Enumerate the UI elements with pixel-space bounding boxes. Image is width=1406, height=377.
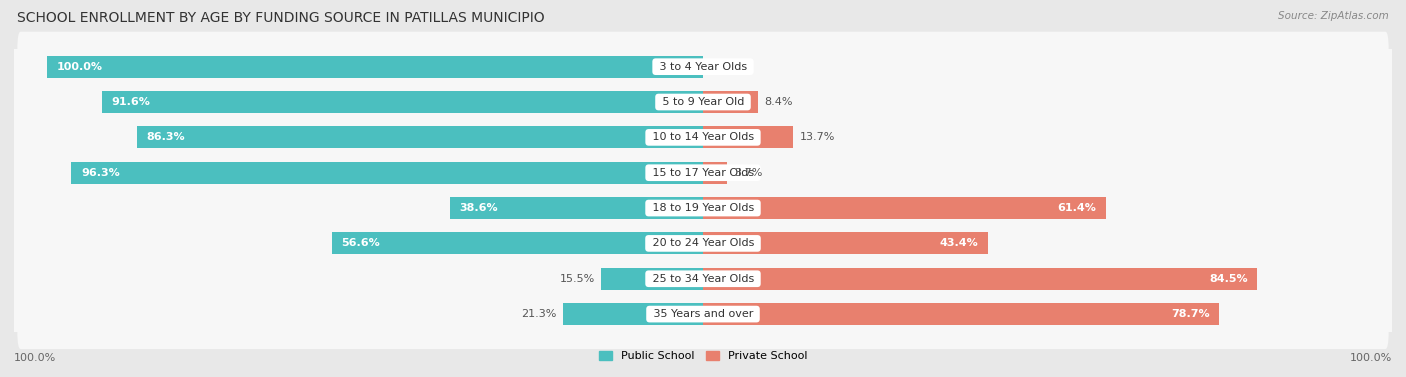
FancyBboxPatch shape bbox=[17, 103, 1389, 172]
Text: 61.4%: 61.4% bbox=[1057, 203, 1097, 213]
Bar bbox=[46, 56, 703, 78]
Text: 43.4%: 43.4% bbox=[939, 238, 979, 248]
Text: 5 to 9 Year Old: 5 to 9 Year Old bbox=[658, 97, 748, 107]
Bar bbox=[602, 268, 703, 290]
Text: 13.7%: 13.7% bbox=[800, 132, 835, 143]
FancyBboxPatch shape bbox=[17, 138, 1389, 208]
Text: SCHOOL ENROLLMENT BY AGE BY FUNDING SOURCE IN PATILLAS MUNICIPIO: SCHOOL ENROLLMENT BY AGE BY FUNDING SOUR… bbox=[17, 11, 544, 25]
Text: 3 to 4 Year Olds: 3 to 4 Year Olds bbox=[655, 62, 751, 72]
Text: 8.4%: 8.4% bbox=[765, 97, 793, 107]
Text: 100.0%: 100.0% bbox=[56, 62, 103, 72]
Text: Source: ZipAtlas.com: Source: ZipAtlas.com bbox=[1278, 11, 1389, 21]
FancyBboxPatch shape bbox=[7, 103, 1399, 242]
Text: 18 to 19 Year Olds: 18 to 19 Year Olds bbox=[648, 203, 758, 213]
FancyBboxPatch shape bbox=[17, 208, 1389, 278]
Bar bbox=[72, 162, 703, 184]
FancyBboxPatch shape bbox=[7, 68, 1399, 207]
Bar bbox=[103, 91, 703, 113]
Text: 96.3%: 96.3% bbox=[82, 168, 120, 178]
FancyBboxPatch shape bbox=[7, 138, 1399, 278]
Bar bbox=[564, 303, 703, 325]
FancyBboxPatch shape bbox=[7, 174, 1399, 313]
Text: 84.5%: 84.5% bbox=[1209, 274, 1247, 284]
Bar bbox=[703, 162, 727, 184]
Bar bbox=[332, 233, 703, 254]
Text: 15.5%: 15.5% bbox=[560, 274, 595, 284]
Bar bbox=[703, 91, 758, 113]
Text: 91.6%: 91.6% bbox=[112, 97, 150, 107]
Text: 86.3%: 86.3% bbox=[146, 132, 186, 143]
Bar bbox=[703, 126, 793, 148]
FancyBboxPatch shape bbox=[7, 0, 1399, 136]
Text: 15 to 17 Year Olds: 15 to 17 Year Olds bbox=[648, 168, 758, 178]
Legend: Public School, Private School: Public School, Private School bbox=[595, 346, 811, 366]
Text: 100.0%: 100.0% bbox=[1350, 353, 1392, 363]
Text: 25 to 34 Year Olds: 25 to 34 Year Olds bbox=[648, 274, 758, 284]
Text: 3.7%: 3.7% bbox=[734, 168, 762, 178]
FancyBboxPatch shape bbox=[17, 173, 1389, 243]
Text: 100.0%: 100.0% bbox=[14, 353, 56, 363]
FancyBboxPatch shape bbox=[17, 67, 1389, 137]
Text: 35 Years and over: 35 Years and over bbox=[650, 309, 756, 319]
Bar bbox=[703, 197, 1107, 219]
Text: 21.3%: 21.3% bbox=[522, 309, 557, 319]
Bar bbox=[703, 303, 1219, 325]
Text: 38.6%: 38.6% bbox=[460, 203, 498, 213]
Text: 10 to 14 Year Olds: 10 to 14 Year Olds bbox=[648, 132, 758, 143]
Bar bbox=[136, 126, 703, 148]
Text: 20 to 24 Year Olds: 20 to 24 Year Olds bbox=[648, 238, 758, 248]
FancyBboxPatch shape bbox=[7, 209, 1399, 348]
Bar bbox=[703, 233, 988, 254]
Bar bbox=[703, 268, 1257, 290]
Text: 56.6%: 56.6% bbox=[342, 238, 380, 248]
FancyBboxPatch shape bbox=[7, 244, 1399, 377]
Text: 78.7%: 78.7% bbox=[1171, 309, 1209, 319]
FancyBboxPatch shape bbox=[17, 244, 1389, 314]
FancyBboxPatch shape bbox=[7, 32, 1399, 172]
Bar bbox=[450, 197, 703, 219]
FancyBboxPatch shape bbox=[17, 32, 1389, 102]
FancyBboxPatch shape bbox=[17, 279, 1389, 349]
